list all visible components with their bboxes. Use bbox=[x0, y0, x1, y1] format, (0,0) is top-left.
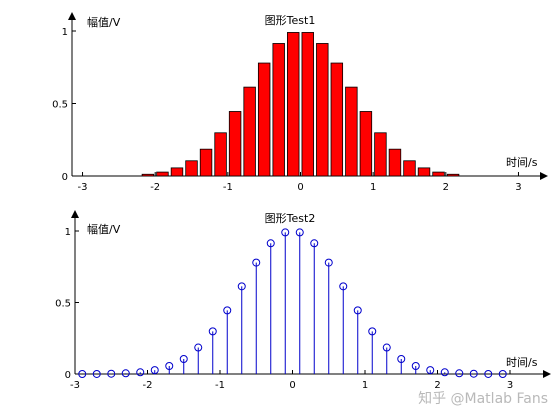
stem-marker bbox=[295, 228, 304, 237]
stem-marker bbox=[469, 369, 478, 378]
x-tick-label: 0 bbox=[297, 182, 303, 193]
y-axis-label: 幅值/V bbox=[87, 16, 121, 29]
x-tick-label: 2 bbox=[434, 380, 440, 391]
x-tick-label: -2 bbox=[150, 182, 160, 193]
stem-marker bbox=[92, 369, 101, 378]
y-tick-label: 0 bbox=[62, 172, 68, 183]
x-tick-label: -1 bbox=[215, 380, 225, 391]
x-axis-arrow bbox=[543, 370, 551, 378]
stem-marker bbox=[382, 343, 391, 352]
y-axis-arrow bbox=[68, 12, 76, 20]
stem-marker bbox=[136, 368, 145, 377]
x-tick-label: -2 bbox=[143, 380, 153, 391]
x-tick-label: 2 bbox=[443, 182, 449, 193]
bar bbox=[272, 43, 285, 177]
stem-marker bbox=[252, 258, 261, 267]
x-tick-label: 1 bbox=[370, 182, 376, 193]
bar bbox=[432, 171, 445, 177]
stem-marker bbox=[397, 354, 406, 363]
stem-marker bbox=[208, 327, 217, 336]
y-tick-label: 0 bbox=[65, 370, 71, 381]
y-axis-label: 幅值/V bbox=[87, 223, 121, 236]
bar bbox=[359, 111, 373, 177]
stem-marker bbox=[368, 327, 377, 336]
bar bbox=[170, 167, 184, 177]
stem-marker bbox=[266, 239, 275, 248]
bar bbox=[257, 62, 271, 177]
chart-panel-2: 图形Test2 幅值/V 时间/s 0 0.5 1 -3 -2 -1 0 1 2 3 bbox=[55, 210, 551, 391]
x-axis-arrow bbox=[540, 172, 548, 180]
stem-marker bbox=[237, 282, 246, 291]
stem-marker bbox=[339, 282, 348, 291]
stem-marker bbox=[107, 369, 116, 378]
stem-marker bbox=[411, 361, 420, 370]
x-tick-label: 0 bbox=[289, 380, 295, 391]
bar bbox=[141, 173, 155, 177]
stem-marker bbox=[223, 306, 232, 315]
chart-title: 图形Test2 bbox=[265, 212, 316, 225]
chart-title: 图形Test1 bbox=[265, 14, 316, 27]
bar bbox=[330, 62, 344, 177]
stem-marker bbox=[78, 369, 87, 378]
bar bbox=[374, 132, 387, 177]
bar bbox=[228, 111, 242, 177]
y-tick-label: 0.5 bbox=[55, 299, 71, 310]
bar bbox=[214, 132, 227, 177]
bar bbox=[446, 173, 460, 177]
chart-panel-1: 图形Test1 幅值/V 时间/s 0 0.5 1 -3 -2 -1 0 1 2 3 bbox=[52, 12, 548, 193]
bar bbox=[156, 171, 169, 177]
y-tick-label: 1 bbox=[62, 27, 68, 38]
x-axis-label: 时间/s bbox=[506, 156, 538, 169]
x-tick-label: -1 bbox=[223, 182, 233, 193]
y-tick-label: 1 bbox=[65, 227, 71, 238]
stem-marker bbox=[121, 369, 130, 378]
stem-marker bbox=[498, 369, 507, 378]
x-tick-label: 3 bbox=[507, 380, 513, 391]
stem-marker bbox=[194, 343, 203, 352]
bar bbox=[345, 86, 358, 177]
bar bbox=[185, 160, 198, 177]
watermark-text: 知乎 @Matlab Fans bbox=[418, 391, 548, 407]
stem-marker bbox=[281, 228, 290, 237]
bar bbox=[243, 86, 256, 177]
stem-marker bbox=[353, 306, 362, 315]
bar bbox=[301, 32, 314, 177]
stem-marker bbox=[324, 258, 333, 267]
bar bbox=[316, 43, 329, 177]
x-tick-label: -3 bbox=[70, 380, 80, 391]
stem-marker bbox=[150, 366, 159, 375]
x-tick-label: 3 bbox=[515, 182, 521, 193]
bar bbox=[287, 32, 300, 177]
stem-marker bbox=[484, 369, 493, 378]
stem-marker bbox=[426, 366, 435, 375]
stem-marker bbox=[179, 354, 188, 363]
y-tick-label: 0.5 bbox=[52, 100, 68, 111]
stem-marker bbox=[455, 369, 464, 378]
x-tick-label: 1 bbox=[362, 380, 368, 391]
y-axis-arrow bbox=[71, 210, 79, 218]
stem-marker bbox=[440, 368, 449, 377]
bar bbox=[388, 148, 402, 177]
stem-marker bbox=[310, 239, 319, 248]
bar bbox=[417, 167, 431, 177]
x-tick-label: -3 bbox=[78, 182, 88, 193]
bar bbox=[403, 160, 416, 177]
x-axis-label: 时间/s bbox=[506, 356, 538, 369]
bar bbox=[199, 148, 213, 177]
stem-marker bbox=[165, 361, 174, 370]
